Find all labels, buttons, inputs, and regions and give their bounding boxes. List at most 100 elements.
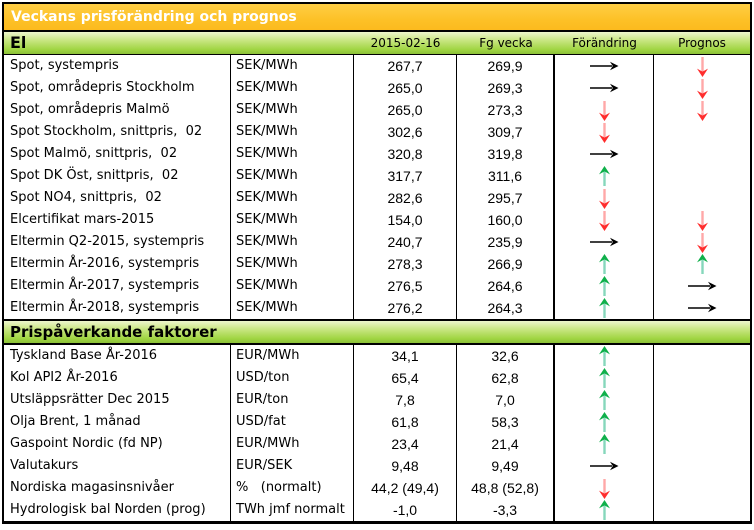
table-row: Spot Malmö, snittpris, 02 SEK/MWh 320,8 …	[4, 143, 750, 165]
section-title-el: El	[10, 33, 27, 52]
right-arrow-icon	[590, 149, 619, 159]
change-arrow-cell	[555, 209, 654, 231]
unit-label: SEK/MWh	[231, 297, 354, 319]
unit-label: EUR/MWh	[231, 433, 354, 455]
up-arrow-icon	[598, 297, 610, 318]
previous-week-value: 269,3	[457, 77, 555, 99]
column-header-prev-week: Fg vecka	[479, 36, 533, 50]
table-row: Tyskland Base År-2016 EUR/MWh 34,1 32,6	[4, 345, 750, 367]
current-value: 34,1	[354, 345, 457, 367]
unit-label: SEK/MWh	[231, 121, 354, 143]
table-row: Spot, områdepris Malmö SEK/MWh 265,0 273…	[4, 99, 750, 121]
down-arrow-icon	[598, 100, 610, 121]
section-header-el: El 2015-02-16 Fg vecka Förändring Progno…	[4, 32, 750, 55]
section-header-factors: Prispåverkande faktorer	[4, 319, 750, 345]
current-value: 282,6	[354, 187, 457, 209]
up-arrow-icon	[598, 253, 610, 274]
current-value: 154,0	[354, 209, 457, 231]
change-arrow-cell	[555, 77, 654, 99]
previous-week-value: 48,8 (52,8)	[457, 477, 555, 499]
previous-week-value: 7,0	[457, 389, 555, 411]
forecast-arrow-cell	[654, 143, 750, 165]
previous-week-value: 58,3	[457, 411, 555, 433]
previous-week-value: 295,7	[457, 187, 555, 209]
current-value: 23,4	[354, 433, 457, 455]
down-arrow-icon	[598, 210, 610, 231]
section-title-factors: Prispåverkande faktorer	[10, 323, 217, 341]
current-value: 61,8	[354, 411, 457, 433]
previous-week-value: 9,49	[457, 455, 555, 477]
up-arrow-icon	[598, 433, 610, 454]
change-arrow-cell	[555, 389, 654, 411]
forecast-arrow-cell	[654, 99, 750, 121]
down-arrow-icon	[598, 122, 610, 143]
current-value: 278,3	[354, 253, 457, 275]
down-arrow-icon	[696, 232, 708, 253]
forecast-arrow-cell	[654, 187, 750, 209]
previous-week-value: 273,3	[457, 99, 555, 121]
current-value: 240,7	[354, 231, 457, 253]
row-label: Eltermin År-2016, systempris	[4, 253, 231, 275]
table-row: Valutakurs EUR/SEK 9,48 9,49	[4, 455, 750, 477]
change-arrow-cell	[555, 367, 654, 389]
change-arrow-cell	[555, 143, 654, 165]
row-label: Elcertifikat mars-2015	[4, 209, 231, 231]
previous-week-value: 235,9	[457, 231, 555, 253]
current-value: 320,8	[354, 143, 457, 165]
table-row: Eltermin År-2017, systempris SEK/MWh 276…	[4, 275, 750, 297]
row-label: Eltermin Q2-2015, systempris	[4, 231, 231, 253]
table-row: Eltermin Q2-2015, systempris SEK/MWh 240…	[4, 231, 750, 253]
up-arrow-icon	[696, 253, 708, 274]
row-label: Spot, områdepris Malmö	[4, 99, 231, 121]
down-arrow-icon	[598, 188, 610, 209]
current-value: 276,2	[354, 297, 457, 319]
up-arrow-icon	[598, 165, 610, 186]
down-arrow-icon	[696, 100, 708, 121]
table-row: Gaspoint Nordic (fd NP) EUR/MWh 23,4 21,…	[4, 433, 750, 455]
right-arrow-icon	[590, 237, 619, 247]
unit-label: TWh jmf normalt	[231, 499, 354, 521]
current-value: -1,0	[354, 499, 457, 521]
current-value: 317,7	[354, 165, 457, 187]
up-arrow-icon	[598, 499, 610, 520]
current-value: 276,5	[354, 275, 457, 297]
forecast-arrow-cell	[654, 499, 750, 521]
forecast-arrow-cell	[654, 455, 750, 477]
forecast-arrow-cell	[654, 209, 750, 231]
current-value: 265,0	[354, 77, 457, 99]
column-header-date: 2015-02-16	[370, 36, 441, 50]
forecast-arrow-cell	[654, 433, 750, 455]
unit-label: SEK/MWh	[231, 209, 354, 231]
current-value: 302,6	[354, 121, 457, 143]
forecast-arrow-cell	[654, 411, 750, 433]
column-header-change: Förändring	[572, 36, 637, 50]
table-row: Nordiska magasinsnivåer % (normalt) 44,2…	[4, 477, 750, 499]
previous-week-value: 264,6	[457, 275, 555, 297]
table-row: Eltermin År-2016, systempris SEK/MWh 278…	[4, 253, 750, 275]
forecast-arrow-cell	[654, 55, 750, 77]
forecast-arrow-cell	[654, 77, 750, 99]
unit-label: SEK/MWh	[231, 55, 354, 77]
right-arrow-icon	[688, 281, 717, 291]
forecast-arrow-cell	[654, 477, 750, 499]
current-value: 7,8	[354, 389, 457, 411]
previous-week-value: 264,3	[457, 297, 555, 319]
unit-label: SEK/MWh	[231, 187, 354, 209]
previous-week-value: 32,6	[457, 345, 555, 367]
unit-label: SEK/MWh	[231, 275, 354, 297]
table-row: Spot DK Öst, snittpris, 02 SEK/MWh 317,7…	[4, 165, 750, 187]
unit-label: SEK/MWh	[231, 143, 354, 165]
forecast-arrow-cell	[654, 253, 750, 275]
el-rows-group: Spot, systempris SEK/MWh 267,7 269,9 Spo…	[4, 55, 750, 319]
current-value: 265,0	[354, 99, 457, 121]
up-arrow-icon	[598, 411, 610, 432]
current-value: 9,48	[354, 455, 457, 477]
right-arrow-icon	[688, 303, 717, 313]
table-row: Spot, systempris SEK/MWh 267,7 269,9	[4, 55, 750, 77]
forecast-arrow-cell	[654, 231, 750, 253]
right-arrow-icon	[590, 83, 619, 93]
table-row: Kol API2 År-2016 USD/ton 65,4 62,8	[4, 367, 750, 389]
change-arrow-cell	[555, 433, 654, 455]
previous-week-value: 21,4	[457, 433, 555, 455]
row-label: Kol API2 År-2016	[4, 367, 231, 389]
